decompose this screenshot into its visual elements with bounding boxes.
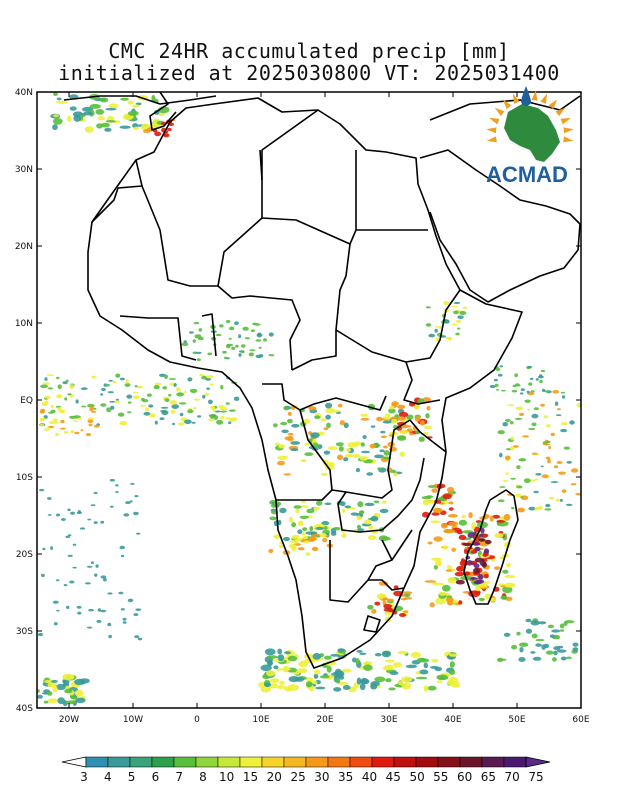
- colorbar-label: 40: [362, 770, 377, 784]
- colorbar-label: 8: [199, 770, 207, 784]
- colorbar-swatch: [437, 756, 461, 768]
- colorbar-over-triangle: [525, 756, 551, 768]
- lon-label: 20E: [316, 715, 333, 725]
- water-drop-icon: [521, 86, 531, 106]
- lat-label: 30N: [15, 165, 33, 175]
- lon-label: 50E: [508, 715, 525, 725]
- lon-label: 30E: [380, 715, 397, 725]
- lat-label: 20S: [16, 550, 33, 560]
- lon-label: 40E: [444, 715, 461, 725]
- lat-label: 10N: [15, 319, 33, 329]
- lat-label: 40S: [16, 704, 33, 714]
- map-title-line2: initialized at 2025030800 VT: 2025031400: [58, 61, 560, 85]
- colorbar-label: 50: [409, 770, 424, 784]
- lat-label: 20N: [15, 242, 33, 252]
- colorbar-label: 75: [528, 770, 543, 784]
- colorbar-swatch: [371, 756, 395, 768]
- colorbar-swatch: [261, 756, 285, 768]
- lon-label: 0: [194, 715, 200, 725]
- colorbar-swatch: [393, 756, 417, 768]
- colorbar-swatch: [151, 756, 175, 768]
- colorbar-label: 55: [433, 770, 448, 784]
- colorbar: 3 4 5 6 7 8 10 15 20 25 30 35 40 45 50 55 60 65 70 75: [61, 756, 551, 784]
- colorbar-label: 45: [386, 770, 401, 784]
- colorbar-label: 25: [290, 770, 305, 784]
- colorbar-under-triangle: [61, 756, 87, 768]
- colorbar-label: 65: [481, 770, 496, 784]
- colorbar-label: 10: [219, 770, 234, 784]
- colorbar-swatch: [459, 756, 483, 768]
- precip-field: [37, 92, 581, 707]
- axis-ticks: 40N 30N 20N 10N EQ 10S 20S 30S 40S 20W 10W 0 10E 20E 3…: [15, 88, 590, 725]
- acmad-logo: ACMAD: [486, 86, 574, 187]
- colorbar-label: 60: [457, 770, 472, 784]
- colorbar-swatch: [85, 756, 109, 768]
- lat-label: 40N: [15, 88, 33, 98]
- country-borders: [63, 92, 581, 669]
- colorbar-swatch: [173, 756, 197, 768]
- colorbar-swatch: [327, 756, 351, 768]
- lon-label: 20W: [59, 715, 79, 725]
- colorbar-label: 30: [314, 770, 329, 784]
- colorbar-label: 35: [338, 770, 353, 784]
- colorbar-swatch: [415, 756, 439, 768]
- colorbar-label: 3: [80, 770, 88, 784]
- lon-label: 60E: [572, 715, 589, 725]
- colorbar-swatch: [305, 756, 329, 768]
- sun-rays-icon: [486, 90, 574, 143]
- lat-label: 30S: [16, 627, 33, 637]
- colorbar-label: 20: [267, 770, 282, 784]
- colorbar-swatch: [283, 756, 307, 768]
- colorbar-label: 4: [104, 770, 112, 784]
- lat-label: EQ: [20, 396, 33, 406]
- colorbar-swatch: [349, 756, 373, 768]
- colorbar-swatch: [239, 756, 263, 768]
- lon-label: 10E: [252, 715, 269, 725]
- map-title-line1: CMC 24HR accumulated precip [mm]: [108, 39, 510, 63]
- colorbar-swatch: [129, 756, 153, 768]
- lat-label: 10S: [16, 473, 33, 483]
- colorbar-label: 15: [243, 770, 258, 784]
- colorbar-label: 6: [152, 770, 160, 784]
- africa-continent-icon: [504, 104, 560, 162]
- acmad-logo-text: ACMAD: [486, 162, 568, 187]
- colorbar-swatch: [217, 756, 241, 768]
- colorbar-label: 5: [128, 770, 136, 784]
- lon-label: 10W: [123, 715, 143, 725]
- colorbar-swatch: [195, 756, 219, 768]
- colorbar-swatch: [481, 756, 505, 768]
- colorbar-label: 7: [175, 770, 183, 784]
- colorbar-swatch: [503, 756, 527, 768]
- colorbar-label: 70: [505, 770, 520, 784]
- colorbar-swatch: [107, 756, 131, 768]
